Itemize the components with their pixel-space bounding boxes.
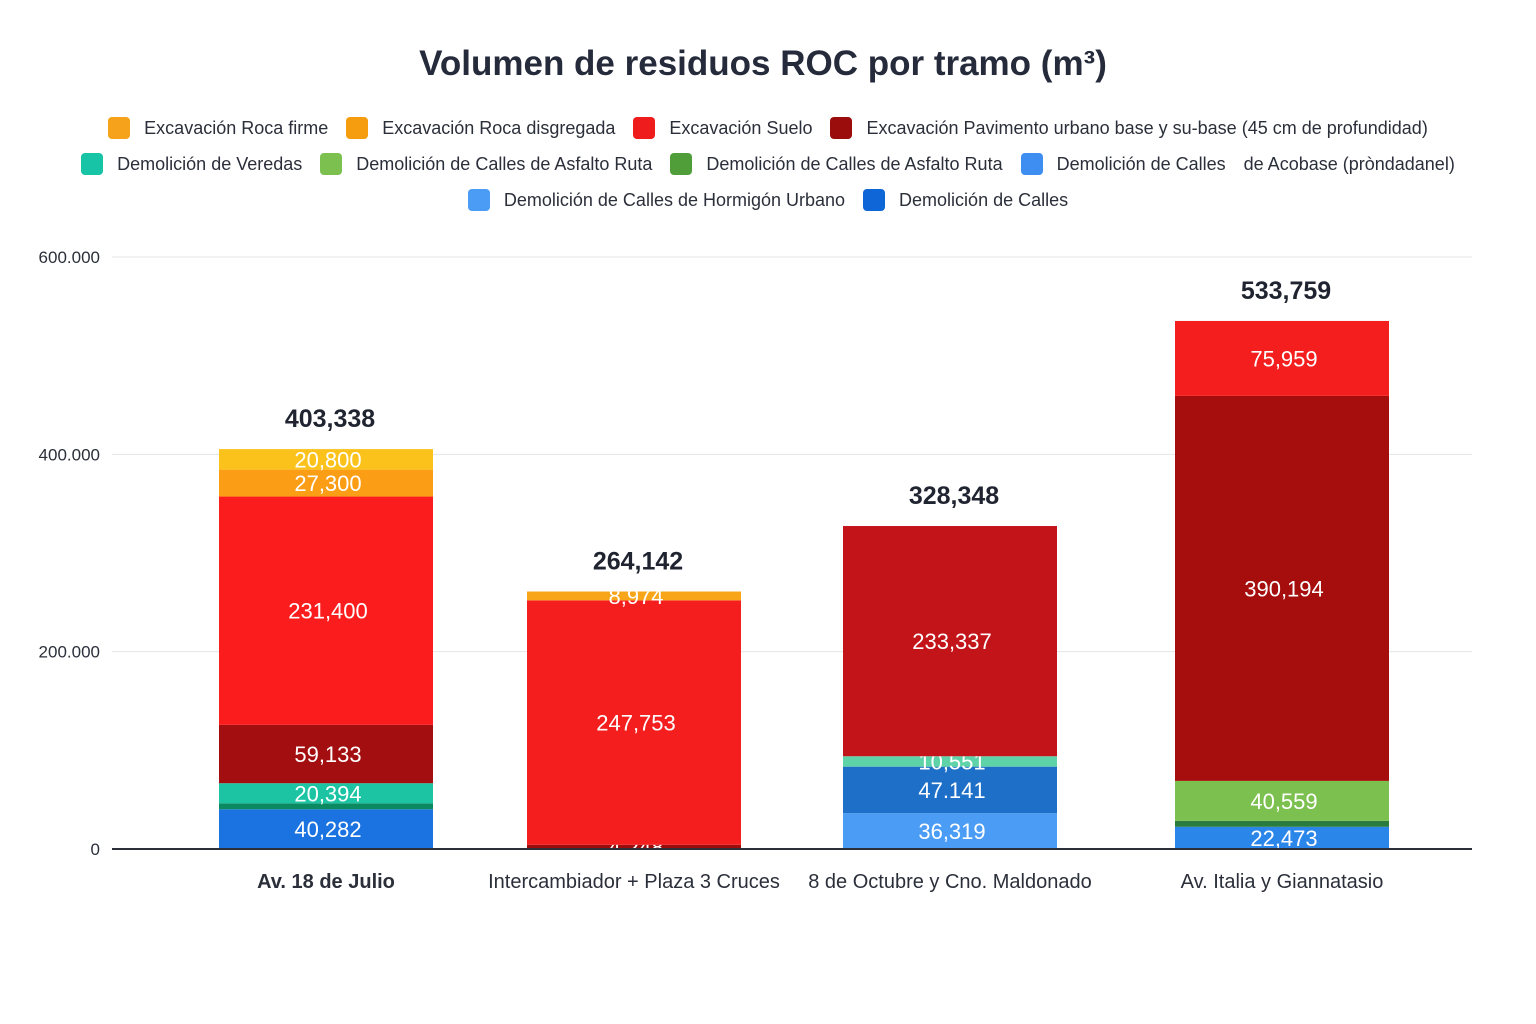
bar-segment bbox=[219, 783, 433, 804]
legend-label: Excavación Suelo bbox=[669, 117, 813, 138]
segment-label: 233,337 bbox=[912, 629, 992, 654]
segment-label: 8,974 bbox=[608, 584, 663, 609]
legend-swatch bbox=[863, 189, 886, 211]
bar-total-label: 328,348 bbox=[909, 482, 999, 510]
bar-segment bbox=[1175, 780, 1389, 821]
segment-label: 22,473 bbox=[1250, 826, 1317, 851]
legend-item: Excavación Roca disgregada bbox=[346, 117, 615, 139]
bar-segment bbox=[219, 809, 433, 849]
y-tick-label: 200.000 bbox=[39, 643, 100, 662]
segment-label: 20,394 bbox=[294, 781, 361, 806]
legend-label: Demolición de Calles de Asfalto Ruta bbox=[706, 153, 1003, 174]
legend-item: Demolición de Calles de Hormigón Urbano bbox=[467, 189, 846, 211]
legend-swatch bbox=[346, 117, 369, 139]
bar-segment bbox=[527, 600, 741, 845]
segment-label: 27,300 bbox=[294, 471, 361, 496]
legend-item: Demolición de Calles bbox=[1020, 153, 1226, 175]
segment-label: 390,194 bbox=[1244, 576, 1324, 601]
legend-item: Excavación Pavimento urbano base y su-ba… bbox=[830, 117, 1428, 139]
legend-item: Demolición de Calles de Asfalto Ruta bbox=[320, 153, 652, 175]
legend-item: de Acobase (pròndadanel) bbox=[1244, 153, 1455, 175]
category-label: Av. Italia y Giannatasio bbox=[1181, 871, 1384, 893]
legend-item: Excavación Roca firme bbox=[108, 117, 328, 139]
legend-label: Demolición de Calles bbox=[1056, 153, 1226, 174]
segment-label: 40,559 bbox=[1250, 789, 1317, 814]
legend-item: Demolición de Calles bbox=[863, 189, 1068, 211]
legend-swatch bbox=[633, 117, 656, 139]
category-label: Intercambiador + Plaza 3 Cruces bbox=[488, 871, 780, 893]
bar-segment bbox=[219, 803, 433, 810]
bar-segment bbox=[219, 496, 433, 725]
legend-swatch bbox=[467, 189, 490, 211]
bar-segment bbox=[843, 766, 1057, 814]
legend-item: Excavación Suelo bbox=[633, 117, 812, 139]
bar-segment bbox=[527, 591, 741, 601]
bar-segment bbox=[219, 469, 433, 497]
legend-label: de Acobase (pròndadanel) bbox=[1243, 153, 1455, 174]
chart-legend: Excavación Roca firme Excavación Roca dis… bbox=[60, 117, 1476, 211]
bar-segment bbox=[219, 724, 433, 784]
legend-item: Demolición de Calles de Asfalto Ruta bbox=[670, 153, 1003, 175]
segment-label: 231,400 bbox=[288, 599, 368, 624]
legend-label: Excavación Roca firme bbox=[144, 117, 329, 138]
y-tick-label: 400.000 bbox=[39, 445, 100, 464]
legend-label: Demolición de Calles bbox=[899, 189, 1069, 210]
legend-swatch bbox=[1020, 153, 1043, 175]
bar-segment bbox=[1175, 320, 1389, 396]
legend-swatch bbox=[830, 117, 853, 139]
legend-item: Demolición de Veredas bbox=[81, 153, 302, 175]
y-tick-label: 600.000 bbox=[39, 248, 100, 267]
bar-total-label: 264,142 bbox=[593, 548, 683, 576]
segment-label: 36,319 bbox=[918, 819, 985, 844]
segment-label: 247,753 bbox=[596, 711, 676, 736]
bar-segment bbox=[843, 756, 1057, 767]
segment-label: 75,959 bbox=[1250, 346, 1317, 371]
legend-swatch bbox=[670, 153, 693, 175]
bar-segment bbox=[1175, 820, 1389, 827]
bar-total-label: 403,338 bbox=[285, 405, 375, 433]
legend-label: Demolición de Calles de Hormigón Urbano bbox=[503, 189, 846, 210]
legend-swatch bbox=[81, 153, 104, 175]
category-label: Av. 18 de Julio bbox=[257, 871, 395, 893]
category-label: 8 de Octubre y Cno. Maldonado bbox=[808, 871, 1092, 893]
bar-total-label: 533,759 bbox=[1241, 277, 1331, 305]
legend-swatch bbox=[320, 153, 343, 175]
bar-segment bbox=[843, 526, 1057, 757]
segment-label: 59,133 bbox=[294, 742, 361, 767]
segment-label: 20,800 bbox=[294, 447, 361, 472]
bar-segment bbox=[1175, 826, 1389, 849]
chart-title: Volumen de residuos ROC por tramo (m³) bbox=[419, 44, 1107, 83]
bar-segment bbox=[1175, 395, 1389, 781]
segment-label: 40,282 bbox=[294, 817, 361, 842]
legend-label: Excavación Roca disgregada bbox=[382, 117, 616, 138]
legend-swatch bbox=[108, 117, 131, 139]
bar-segment bbox=[843, 813, 1057, 849]
bar-segment bbox=[219, 449, 433, 470]
bar-segment bbox=[527, 844, 741, 849]
segment-label: 47.141 bbox=[918, 778, 985, 803]
legend-label: Demolición de Calles de Asfalto Ruta bbox=[356, 153, 653, 174]
y-tick-label: 0 bbox=[91, 840, 100, 859]
legend-label: Demolición de Veredas bbox=[117, 153, 303, 174]
legend-label: Excavación Pavimento urbano base y su-ba… bbox=[866, 117, 1428, 138]
